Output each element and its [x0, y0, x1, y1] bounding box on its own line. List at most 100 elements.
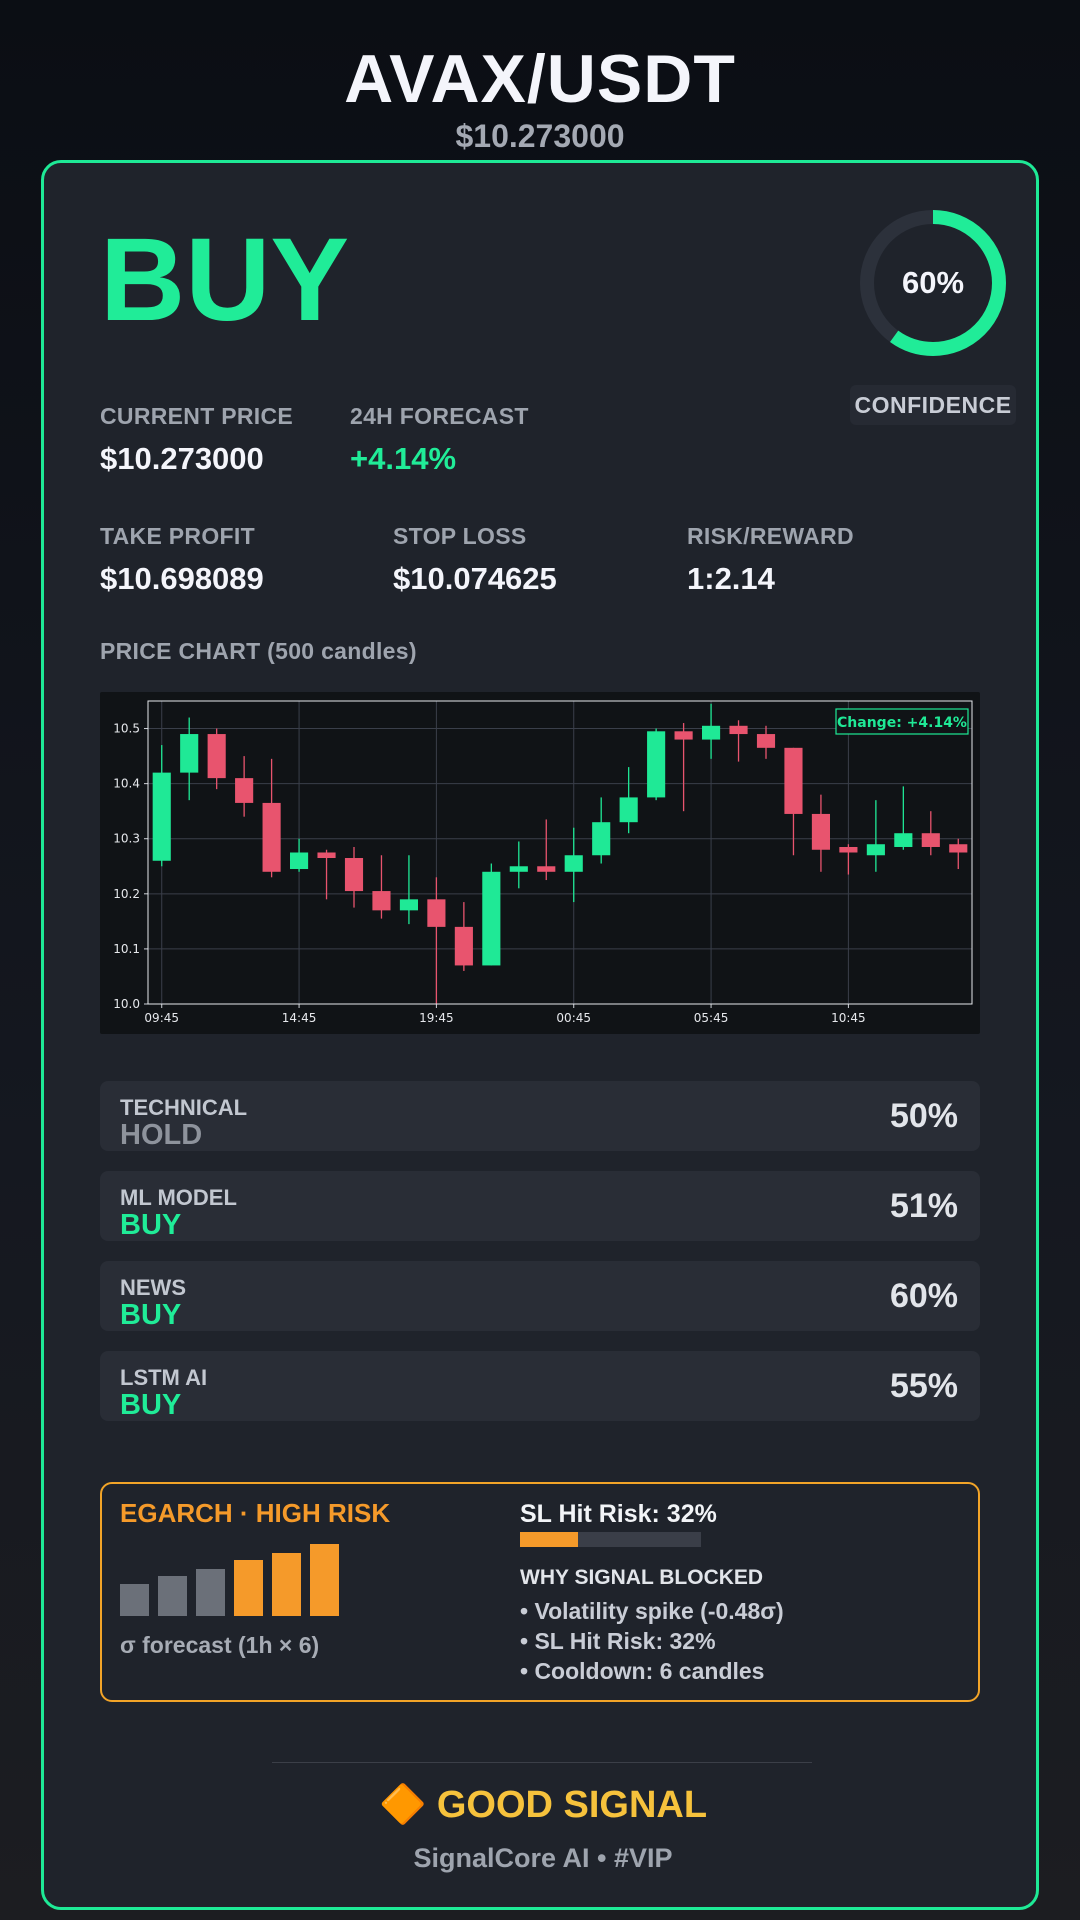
sigma-forecast-bars	[120, 1540, 350, 1616]
candle-up	[152, 772, 171, 861]
indicator-ml-model: ML MODEL BUY 51%	[100, 1171, 980, 1241]
y-tick-label: 10.5	[113, 722, 140, 736]
candle-down	[262, 802, 281, 872]
forecast-label: 24H FORECAST	[350, 403, 529, 429]
egarch-title: EGARCH · HIGH RISK	[120, 1498, 391, 1528]
sigma-forecast-label: σ forecast (1h × 6)	[120, 1632, 320, 1658]
x-tick-label: 05:45	[694, 1011, 729, 1025]
candle-up	[702, 725, 721, 740]
candle-down	[207, 734, 226, 779]
change-annotation-box	[835, 708, 969, 735]
sigma-bar	[272, 1552, 301, 1616]
sigma-bar	[120, 1583, 149, 1616]
sl-hit-risk-bar	[520, 1532, 701, 1547]
current-price-label: CURRENT PRICE	[100, 403, 294, 429]
candle-up	[564, 855, 583, 872]
sigma-bar	[310, 1544, 339, 1616]
indicator-percent: 50%	[889, 1097, 958, 1135]
candle-down	[784, 747, 803, 814]
indicator-signal: HOLD	[120, 1119, 203, 1151]
x-tick-label: 00:45	[556, 1011, 591, 1025]
candle-down	[756, 734, 776, 748]
pair-price: $10.273000	[455, 118, 625, 154]
candle-down	[537, 866, 556, 872]
y-tick-label: 10.3	[113, 832, 140, 846]
sl-hit-risk-fill	[520, 1532, 578, 1547]
indicator-signal: BUY	[120, 1299, 182, 1331]
egarch-panel: EGARCH · HIGH RISK σ forecast (1h × 6) S…	[100, 1482, 980, 1702]
x-tick-label: 19:45	[419, 1011, 454, 1025]
candle-down	[427, 899, 446, 927]
y-tick-label: 10.2	[113, 887, 140, 901]
candle-down	[454, 926, 473, 966]
x-tick-label: 09:45	[144, 1011, 179, 1025]
indicator-lstm-ai: LSTM AI BUY 55%	[100, 1351, 980, 1421]
verdict-text: GOOD SIGNAL	[436, 1784, 708, 1826]
candle-up	[399, 899, 418, 911]
indicator-percent: 60%	[889, 1277, 958, 1315]
brand-footer: SignalCore AI • #VIP	[413, 1843, 673, 1873]
take-profit-value: $10.698089	[100, 561, 264, 596]
blocked-reason: • Cooldown: 6 candles	[520, 1658, 765, 1684]
candle-down	[235, 778, 254, 803]
candle-up	[866, 844, 885, 856]
indicator-news: NEWS BUY 60%	[100, 1261, 980, 1331]
confidence-gauge	[860, 210, 1006, 356]
candle-up	[894, 833, 913, 847]
y-tick-label: 10.0	[113, 997, 140, 1011]
indicator-technical: TECHNICAL HOLD 50%	[100, 1081, 980, 1151]
candle-down	[949, 844, 968, 853]
sl-hit-risk-label: SL Hit Risk: 32%	[520, 1500, 717, 1528]
chart-frame	[147, 700, 973, 1005]
chart-title: PRICE CHART (500 candles)	[100, 638, 417, 664]
stop-loss-value: $10.074625	[393, 561, 557, 596]
blocked-reason: • SL Hit Risk: 32%	[520, 1628, 716, 1654]
pair-title: AVAX/USDT	[344, 41, 736, 117]
indicator-name: LSTM AI	[120, 1365, 208, 1390]
sigma-bar	[234, 1559, 263, 1616]
candle-down	[372, 891, 391, 911]
indicator-percent: 55%	[889, 1367, 958, 1405]
candle-up	[619, 797, 638, 823]
candle-down	[317, 852, 336, 859]
stop-loss-label: STOP LOSS	[393, 523, 527, 549]
candle-up	[592, 822, 611, 856]
signal-card: BUY 60% CONFIDENCE CURRENT PRICE $10.273…	[41, 160, 1039, 1910]
blocked-title: WHY SIGNAL BLOCKED	[520, 1566, 764, 1589]
footer-divider	[272, 1762, 812, 1763]
diamond-icon: 🔶	[378, 1784, 427, 1826]
indicator-name: TECHNICAL	[120, 1095, 248, 1120]
x-tick-label: 14:45	[282, 1011, 317, 1025]
indicator-signal: BUY	[120, 1209, 182, 1241]
candle-up	[647, 731, 666, 798]
candle-up	[509, 866, 528, 872]
risk-reward-label: RISK/REWARD	[687, 523, 854, 549]
y-tick-label: 10.4	[113, 777, 140, 791]
sigma-bar	[196, 1569, 225, 1616]
candle-down	[344, 858, 364, 892]
indicator-name: NEWS	[120, 1275, 186, 1300]
signal-verdict: 🔶 GOOD SIGNAL	[44, 1783, 1042, 1827]
confidence-value: 60%	[901, 265, 965, 300]
x-tick-label: 10:45	[831, 1011, 866, 1025]
change-annotation: Change: +4.14%	[837, 715, 967, 731]
current-price-value: $10.273000	[100, 441, 264, 476]
candle-down	[839, 846, 858, 853]
risk-reward-value: 1:2.14	[687, 561, 775, 596]
sigma-bar	[158, 1576, 187, 1616]
blocked-reason: • Volatility spike (-0.48σ)	[520, 1598, 784, 1624]
candle-up	[290, 852, 309, 870]
candle-up	[482, 871, 501, 966]
candle-up	[180, 734, 199, 773]
signal-action: BUY	[100, 214, 350, 346]
candlestick-chart: 10.0 10.1 10.2 10.3 10.4 10.5 09:45 14:45 19:45 0…	[113, 700, 973, 1025]
indicator-name: ML MODEL	[120, 1185, 237, 1210]
candle-down	[921, 833, 940, 847]
confidence-badge: CONFIDENCE	[850, 385, 1016, 425]
candle-down	[729, 725, 748, 735]
take-profit-label: TAKE PROFIT	[100, 523, 255, 549]
indicator-signal: BUY	[120, 1389, 182, 1421]
price-chart: 10.0 10.1 10.2 10.3 10.4 10.5 09:45 14:45 19:45 0…	[100, 692, 980, 1034]
candle-down	[811, 813, 830, 850]
y-tick-label: 10.1	[113, 942, 140, 956]
